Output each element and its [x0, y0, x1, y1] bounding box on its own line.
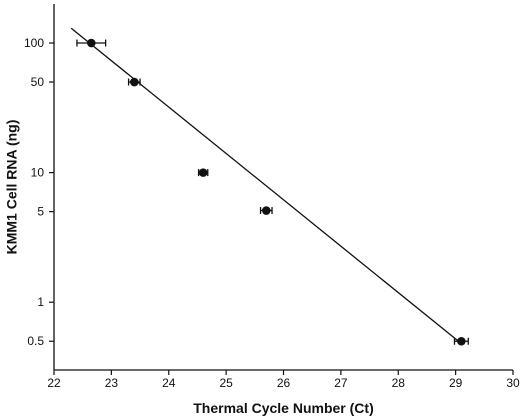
data-point-marker	[198, 168, 208, 177]
x-tick-label: 28	[392, 376, 406, 390]
x-tick-label: 25	[219, 376, 233, 390]
data-point-marker	[86, 38, 96, 48]
x-tick-label: 27	[334, 376, 348, 390]
x-tick-label: 22	[47, 376, 61, 390]
x-axis-title: Thermal Cycle Number (Ct)	[193, 400, 373, 416]
data-point	[259, 206, 273, 215]
axes	[53, 4, 513, 371]
y-tick-label: 0.5	[27, 334, 44, 348]
data-point	[197, 168, 209, 177]
data-point	[453, 336, 469, 346]
y-tick-label: 1	[37, 295, 44, 309]
data-point-marker	[261, 206, 271, 215]
x-ticks: 22 23 24 25 26 27 28 29 30	[47, 370, 520, 390]
x-tick-label: 24	[162, 376, 176, 390]
y-ticks: 0.5 1 5 10 50 100	[24, 36, 54, 348]
data-point-marker	[130, 77, 139, 87]
y-tick-label: 100	[24, 36, 44, 50]
y-axis-title: KMM1 Cell RNA (ng)	[4, 120, 20, 255]
data-point-marker	[457, 336, 466, 346]
data-points	[76, 38, 469, 346]
y-tick-label: 5	[37, 205, 44, 219]
x-tick-label: 30	[506, 376, 520, 390]
data-point	[76, 38, 107, 48]
x-tick-label: 26	[277, 376, 291, 390]
y-tick-label: 10	[31, 166, 45, 180]
data-point	[127, 77, 141, 87]
x-tick-label: 29	[449, 376, 463, 390]
fit-line	[70, 27, 459, 342]
x-tick-label: 23	[105, 376, 119, 390]
fit-line-group	[70, 27, 459, 342]
y-tick-label: 50	[31, 75, 45, 89]
